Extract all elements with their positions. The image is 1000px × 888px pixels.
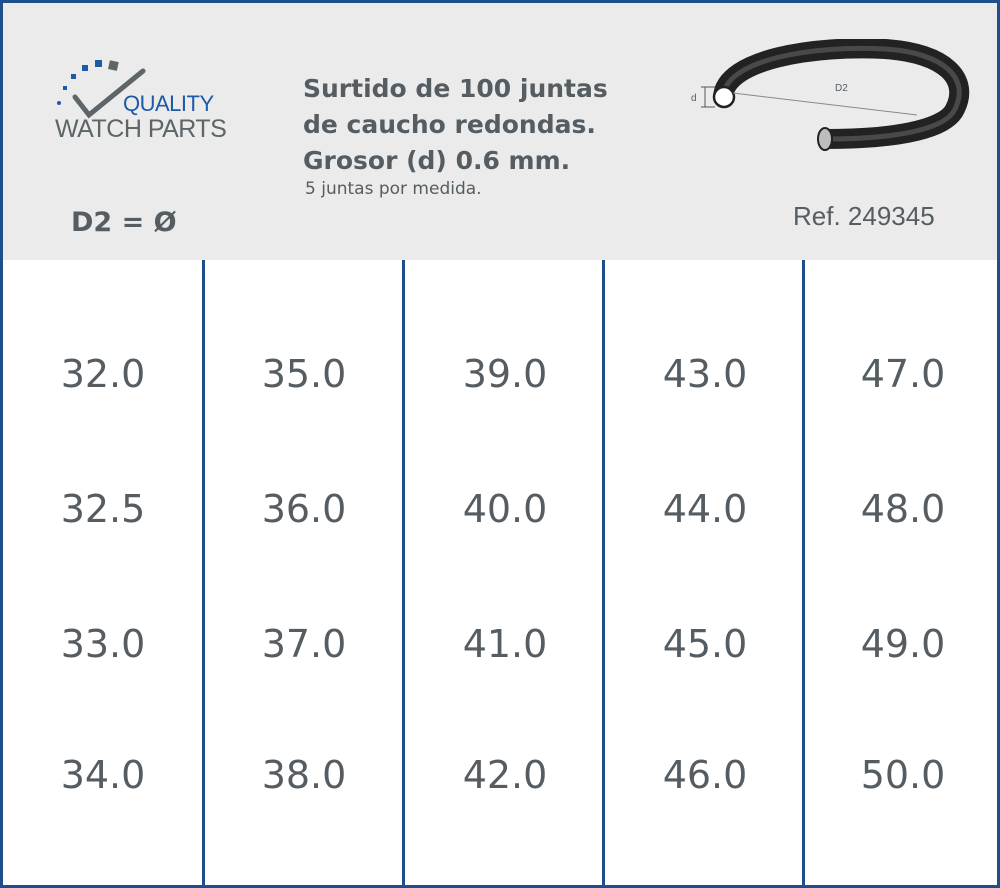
checkmark-logo-icon <box>57 60 146 119</box>
diagram-label-d: d <box>691 93 697 104</box>
brand-line2: WATCH PARTS <box>55 115 227 143</box>
column-divider <box>802 260 805 888</box>
brand-line1: QUALITY <box>123 91 214 116</box>
column-divider <box>202 260 205 888</box>
reference-number: Ref. 249345 <box>793 201 935 231</box>
size-cell: 39.0 <box>462 352 548 396</box>
product-title: Surtido de 100 juntas de caucho redondas… <box>303 71 608 179</box>
size-table: 32.0 32.5 33.0 34.0 35.0 36.0 37.0 38.0 … <box>3 260 997 888</box>
size-cell: 32.0 <box>60 352 146 396</box>
diagram-label-d2: D2 <box>835 83 848 94</box>
title-line: Surtido de 100 juntas <box>303 74 608 103</box>
size-cell: 40.0 <box>462 487 548 531</box>
size-cell: 46.0 <box>662 753 748 797</box>
size-cell: 49.0 <box>860 622 946 666</box>
size-cell: 45.0 <box>662 622 748 666</box>
d2-legend: D2 = Ø <box>71 207 177 238</box>
size-cell: 43.0 <box>662 352 748 396</box>
title-line: Grosor (d) 0.6 mm. <box>303 146 571 175</box>
size-cell: 44.0 <box>662 487 748 531</box>
size-cell: 32.5 <box>60 487 146 531</box>
size-cell: 47.0 <box>860 352 946 396</box>
brand-logo: QUALITY WATCH PARTS <box>53 53 233 153</box>
header-panel: QUALITY WATCH PARTS Surtido de 100 junta… <box>3 3 997 260</box>
size-cell: 33.0 <box>60 622 146 666</box>
size-cell: 48.0 <box>860 487 946 531</box>
product-subtitle: 5 juntas por medida. <box>305 179 482 199</box>
size-cell: 38.0 <box>261 753 347 797</box>
column-divider <box>602 260 605 888</box>
size-cell: 50.0 <box>860 753 946 797</box>
size-cell: 41.0 <box>462 622 548 666</box>
o-ring-diagram-icon: d D2 <box>691 39 970 151</box>
size-cell: 34.0 <box>60 753 146 797</box>
size-cell: 42.0 <box>462 753 548 797</box>
column-divider <box>402 260 405 888</box>
size-cell: 35.0 <box>261 352 347 396</box>
size-cell: 37.0 <box>261 622 347 666</box>
size-cell: 36.0 <box>261 487 347 531</box>
title-line: de caucho redondas. <box>303 110 596 139</box>
